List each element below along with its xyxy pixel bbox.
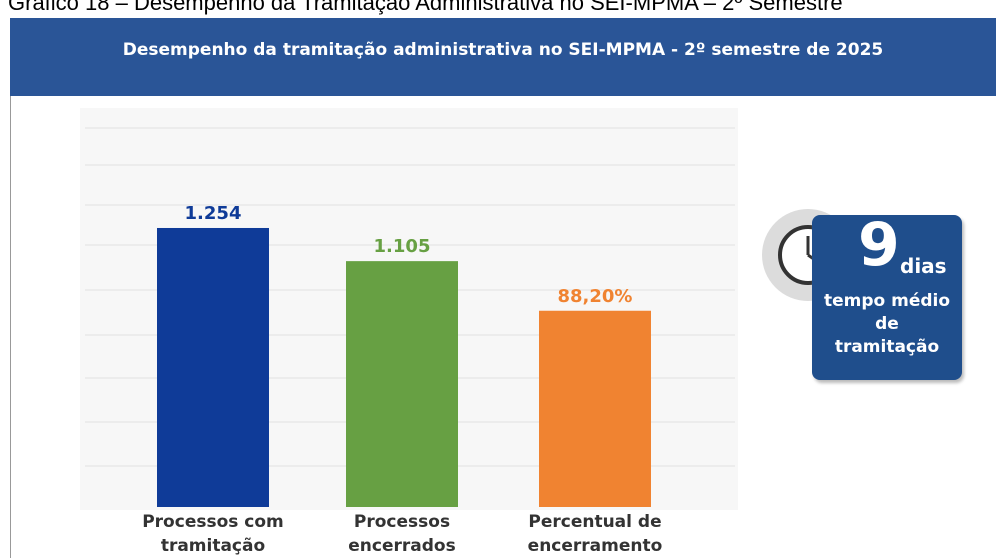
- frame-line: [10, 96, 11, 558]
- chart-title: Desempenho da tramitação administrativa …: [122, 40, 884, 60]
- x-tick-label: Processos encerrados: [348, 512, 456, 556]
- bar: [539, 310, 651, 507]
- x-tick-label: Percentual de encerramento: [527, 512, 663, 556]
- title-banner: [10, 18, 996, 96]
- x-tick-label: Processos com tramitação: [142, 512, 284, 556]
- bar: [346, 261, 458, 507]
- data-label: 1.254: [184, 202, 242, 224]
- data-label: 1.105: [373, 236, 431, 258]
- data-label: 88,20%: [557, 285, 633, 307]
- badge-text: tempo médio de tramitação: [823, 291, 951, 357]
- badge: [812, 215, 962, 380]
- bar: [157, 227, 269, 508]
- badge-value: 9: [858, 210, 900, 280]
- caption: Gráfico 18 – Desempenho da Tramitação Ad…: [8, 0, 843, 15]
- badge-unit: dias: [900, 254, 947, 278]
